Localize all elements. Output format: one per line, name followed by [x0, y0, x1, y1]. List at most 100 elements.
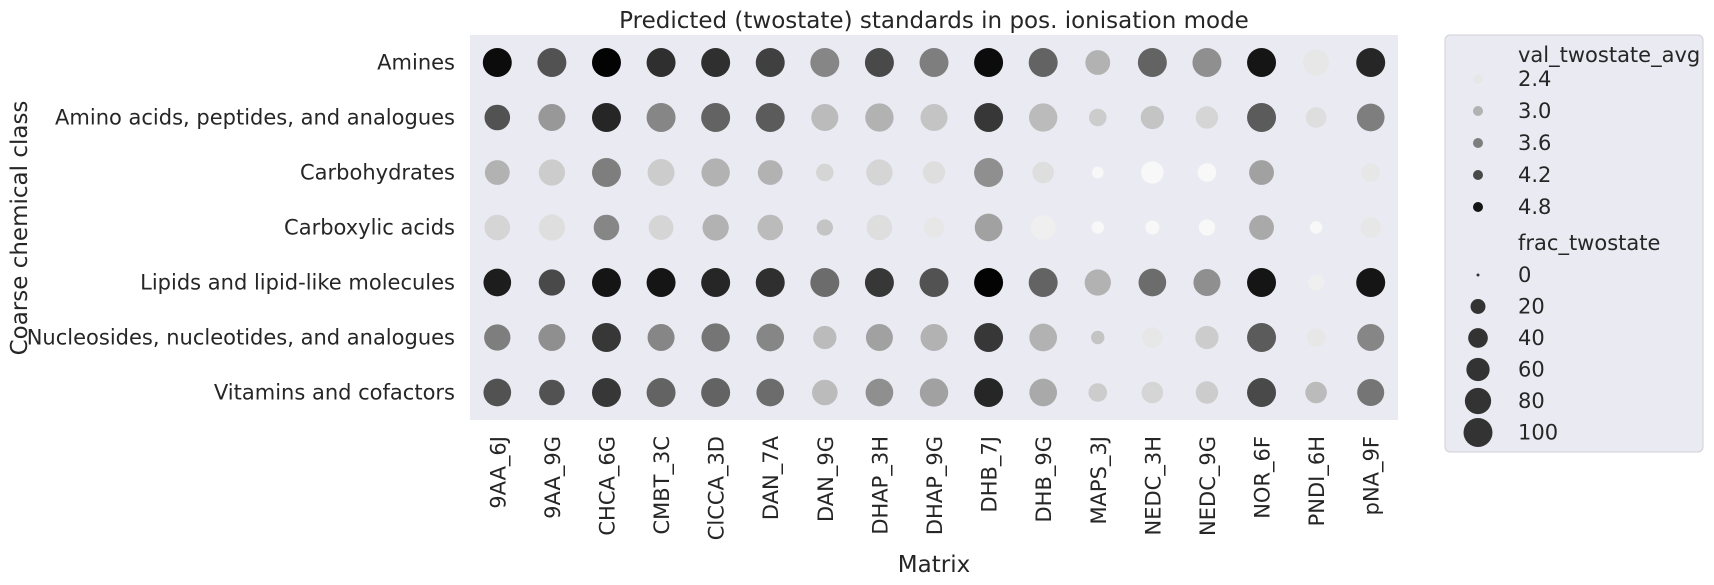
x-tick-label: NEDC_9G: [1196, 436, 1221, 536]
data-point: [974, 48, 1004, 77]
data-point: [974, 213, 1003, 242]
data-point: [1030, 215, 1056, 240]
data-point: [1247, 268, 1277, 297]
y-tick-label: Amino acids, peptides, and analogues: [55, 106, 455, 130]
legend-hue-label: 2.4: [1518, 67, 1551, 91]
data-point: [591, 268, 621, 297]
y-tick-label: Carboxylic acids: [284, 216, 455, 240]
data-point: [1247, 48, 1277, 77]
data-point: [816, 219, 833, 236]
legend-hue-marker: [1473, 106, 1483, 116]
data-point: [755, 268, 785, 297]
data-point: [1088, 383, 1108, 402]
data-point: [1249, 215, 1274, 240]
data-point: [755, 48, 785, 77]
data-point: [539, 379, 565, 406]
data-point: [1302, 49, 1330, 76]
legend-hue-label: 4.2: [1518, 163, 1551, 187]
x-tick-label: ClCCA_3D: [705, 436, 730, 540]
x-tick-label: 9AA_6J: [486, 436, 511, 509]
chart-title: Predicted (twostate) standards in pos. i…: [619, 8, 1249, 34]
data-point: [1084, 269, 1111, 296]
data-point: [974, 103, 1004, 132]
data-point: [1032, 161, 1054, 184]
data-point: [483, 268, 512, 297]
data-point: [865, 378, 894, 407]
y-tick-label: Nucleosides, nucleotides, and analogues: [27, 326, 455, 350]
data-point: [484, 104, 511, 131]
data-point: [701, 268, 731, 297]
data-point: [1356, 268, 1386, 297]
data-point: [701, 48, 731, 77]
legend-size-marker: [1476, 273, 1480, 277]
data-point: [591, 378, 621, 407]
data-point: [919, 378, 949, 407]
data-point: [1360, 217, 1382, 238]
data-points: [482, 48, 1386, 407]
data-point: [1356, 103, 1385, 132]
data-point: [1028, 268, 1058, 297]
data-point: [1249, 160, 1274, 185]
data-point: [1309, 221, 1323, 234]
x-tick-label: DHAP_9G: [923, 436, 948, 535]
legend-hue-label: 3.0: [1518, 99, 1551, 123]
data-point: [974, 323, 1004, 352]
data-point: [482, 48, 512, 77]
data-point: [865, 323, 893, 352]
legend-size-marker: [1470, 299, 1486, 314]
data-point: [591, 158, 621, 187]
data-point: [810, 268, 840, 297]
data-point: [701, 378, 731, 407]
data-point: [1357, 323, 1385, 352]
data-point: [591, 103, 621, 132]
data-point: [1306, 328, 1326, 347]
data-point: [1195, 106, 1219, 129]
data-point: [1091, 330, 1105, 345]
y-tick-label: Carbohydrates: [300, 161, 455, 185]
legend-size-label: 100: [1518, 421, 1558, 445]
legend-hue-label: 3.6: [1518, 131, 1551, 155]
data-point: [1141, 161, 1164, 184]
data-point: [538, 103, 566, 132]
legend-hue-marker: [1473, 74, 1483, 84]
data-point: [1028, 103, 1058, 132]
data-point: [1305, 107, 1327, 128]
x-tick-label: DHB_9G: [1032, 436, 1057, 523]
x-tick-label: DAN_9G: [814, 436, 839, 522]
data-point: [646, 48, 676, 77]
data-point: [593, 214, 620, 241]
data-point: [1361, 163, 1381, 182]
data-point: [1198, 219, 1216, 236]
data-point: [919, 48, 949, 77]
data-point: [1091, 221, 1104, 234]
legend-size-items: 0 20 40 60 80 100: [1463, 263, 1558, 447]
data-point: [920, 323, 948, 352]
data-point: [647, 323, 675, 352]
data-point: [1138, 268, 1167, 297]
data-point: [701, 323, 730, 352]
data-point: [646, 378, 676, 407]
data-point: [702, 214, 729, 241]
legend-size-label: 60: [1518, 358, 1545, 382]
data-point: [646, 103, 676, 132]
data-point: [1305, 381, 1327, 404]
data-point: [920, 103, 948, 132]
y-tick-labels: Amines Amino acids, peptides, and analogu…: [27, 51, 455, 405]
data-point: [816, 163, 834, 182]
data-point: [538, 159, 566, 186]
legend-size-marker: [1464, 387, 1492, 415]
legend-hue-marker: [1473, 202, 1483, 212]
legend-size-marker: [1463, 418, 1493, 447]
legend-size-label: 20: [1518, 295, 1545, 319]
data-point: [538, 323, 566, 352]
data-point: [756, 323, 785, 352]
data-point: [1247, 323, 1277, 352]
data-point: [538, 269, 566, 296]
data-point: [974, 378, 1004, 407]
data-point: [538, 214, 566, 241]
y-tick-label: Lipids and lipid-like molecules: [140, 271, 455, 295]
data-point: [812, 379, 838, 406]
y-axis-label: Coarse chemical class: [7, 101, 33, 356]
data-point: [919, 268, 949, 297]
data-point: [1195, 381, 1219, 404]
